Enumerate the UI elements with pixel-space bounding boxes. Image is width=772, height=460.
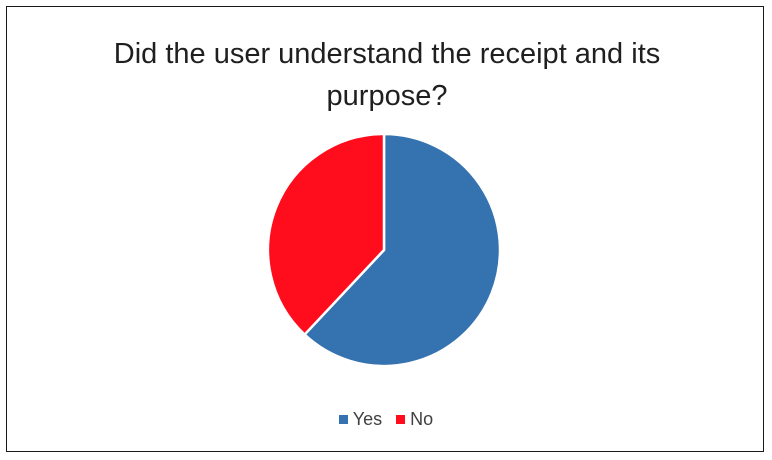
chart-frame: Did the user understand the receipt and … [6, 6, 764, 452]
chart-title: Did the user understand the receipt and … [113, 38, 661, 112]
legend-label-yes: Yes [352, 409, 383, 429]
pie-slice-no [266, 132, 386, 336]
legend-swatch-no [396, 415, 406, 424]
chart-legend: Yes No [7, 409, 765, 430]
pie-slice-yes [303, 132, 502, 368]
legend-label-no: No [410, 409, 434, 429]
legend-item-no: No [396, 409, 433, 430]
legend-item-yes: Yes [338, 409, 383, 430]
pie-chart [266, 132, 502, 368]
legend-swatch-yes [338, 415, 348, 424]
